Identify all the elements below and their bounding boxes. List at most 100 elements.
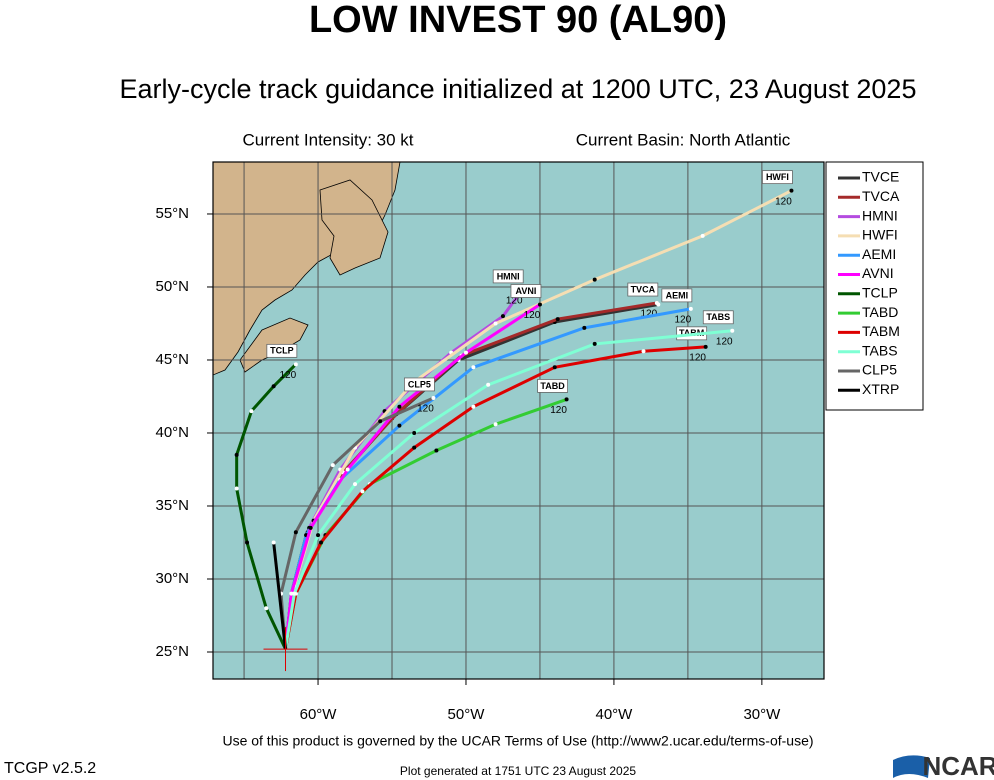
track-point bbox=[688, 306, 693, 311]
track-tag-box bbox=[266, 343, 298, 358]
legend-label: TVCE bbox=[862, 169, 899, 185]
plot-frame bbox=[212, 161, 825, 680]
intensity: Current Intensity: 30 kt bbox=[242, 130, 413, 149]
track-point bbox=[555, 317, 560, 322]
track-point bbox=[552, 365, 557, 370]
track-tag: AEMI bbox=[666, 290, 689, 300]
track-tag: TCLP bbox=[270, 346, 294, 356]
track-point bbox=[700, 233, 705, 238]
track-point bbox=[641, 349, 646, 354]
basin: Current Basin: North Atlantic bbox=[576, 130, 791, 149]
track-point bbox=[730, 328, 735, 333]
track-tag-box bbox=[661, 288, 693, 303]
track-tag-box bbox=[702, 310, 734, 325]
track-tag-box bbox=[627, 282, 659, 297]
track-point bbox=[316, 533, 321, 538]
generated: Plot generated at 1751 UTC 23 August 202… bbox=[400, 764, 636, 778]
track-point bbox=[654, 301, 659, 306]
legend-label: HMNI bbox=[862, 207, 898, 223]
track-tag: TABS bbox=[706, 312, 730, 322]
track bbox=[235, 363, 297, 650]
track-point bbox=[434, 448, 439, 453]
track-point bbox=[234, 452, 239, 457]
track-point bbox=[493, 422, 498, 427]
track-point bbox=[378, 419, 383, 424]
track-point bbox=[471, 404, 476, 409]
track-point bbox=[463, 350, 468, 355]
track-tag: HMNI bbox=[497, 271, 520, 281]
legend-label: CLP5 bbox=[862, 362, 897, 378]
y-tick-label: 40°N bbox=[155, 424, 189, 441]
track-point bbox=[318, 540, 323, 545]
y-tick-label: 45°N bbox=[155, 351, 189, 368]
y-tick-label: 35°N bbox=[155, 497, 189, 514]
track-point bbox=[292, 591, 297, 596]
x-tick-label: 40°W bbox=[596, 706, 634, 723]
end-hour: 120 bbox=[417, 404, 434, 415]
legend-label: TABM bbox=[862, 323, 900, 339]
track-point bbox=[397, 423, 402, 428]
logo-mark bbox=[893, 755, 930, 778]
end-hour: 120 bbox=[506, 296, 523, 307]
track-point bbox=[308, 525, 313, 530]
track-point bbox=[264, 606, 269, 611]
track-tag-box bbox=[537, 379, 568, 393]
track-point bbox=[293, 530, 298, 535]
legend-label: HWFI bbox=[862, 227, 898, 243]
x-tick-label: 50°W bbox=[448, 706, 486, 723]
track-point bbox=[789, 188, 794, 193]
y-tick-label: 30°N bbox=[155, 570, 189, 587]
legend bbox=[825, 161, 924, 411]
y-tick-label: 55°N bbox=[155, 205, 189, 222]
track-tag: TVCA bbox=[631, 284, 656, 294]
track-point bbox=[500, 314, 505, 319]
track-tag-box bbox=[510, 284, 542, 298]
x-tick-label: 30°W bbox=[743, 706, 781, 723]
legend-label: TVCA bbox=[862, 188, 900, 204]
end-hour: 120 bbox=[675, 315, 692, 326]
y-tick-label: 50°N bbox=[155, 278, 189, 295]
track-point bbox=[234, 486, 239, 491]
legend-label: TABS bbox=[862, 342, 898, 358]
track-tag: CLP5 bbox=[408, 379, 431, 389]
track-point bbox=[271, 540, 276, 545]
terms: Use of this product is governed by the U… bbox=[222, 733, 813, 749]
track-point bbox=[412, 445, 417, 450]
track-point bbox=[345, 467, 350, 472]
end-hour: 120 bbox=[716, 336, 733, 347]
track-point bbox=[471, 365, 476, 370]
end-hour: 120 bbox=[280, 370, 297, 381]
end-hour: 120 bbox=[640, 309, 657, 320]
track-point bbox=[245, 540, 250, 545]
x-tick-label: 60°W bbox=[300, 706, 338, 723]
track-tag: HWFI bbox=[766, 172, 789, 182]
track-point bbox=[330, 463, 335, 468]
track-tag-box bbox=[492, 269, 524, 284]
track-point bbox=[360, 489, 365, 494]
track-point bbox=[431, 395, 436, 400]
end-hour: 120 bbox=[550, 405, 567, 416]
newfoundland bbox=[319, 179, 389, 276]
y-tick-label: 25°N bbox=[155, 643, 189, 660]
track-point bbox=[293, 362, 298, 367]
chart-title: LOW INVEST 90 (AL90) bbox=[309, 0, 727, 41]
track-point bbox=[271, 384, 276, 389]
legend-label: AEMI bbox=[862, 246, 896, 262]
track-point bbox=[592, 277, 597, 282]
track-point bbox=[703, 344, 708, 349]
track-point bbox=[493, 321, 498, 326]
land bbox=[213, 162, 401, 376]
version: TCGP v2.5.2 bbox=[4, 760, 96, 777]
track bbox=[284, 329, 733, 650]
track-tag-box bbox=[762, 170, 793, 185]
track-point bbox=[564, 397, 569, 402]
track-tag: TABD bbox=[540, 381, 565, 391]
end-hour: 120 bbox=[524, 310, 541, 321]
track-point bbox=[397, 404, 402, 409]
track-tag: AVNI bbox=[516, 286, 537, 296]
logo: NCAR bbox=[922, 751, 994, 780]
end-hour: 120 bbox=[689, 352, 706, 363]
legend-label: TCLP bbox=[862, 285, 898, 301]
